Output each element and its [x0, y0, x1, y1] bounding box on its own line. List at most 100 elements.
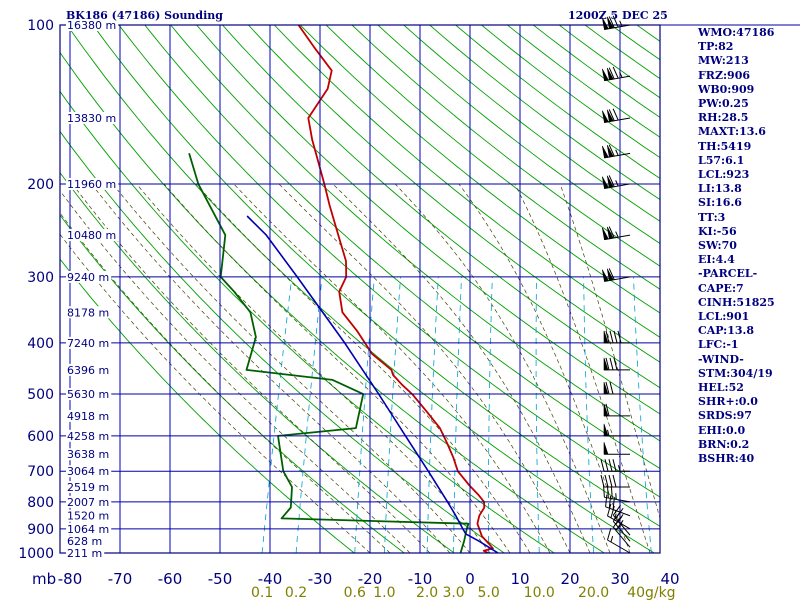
height-label-bg — [66, 522, 112, 535]
index-item: EHI:0.0 — [698, 423, 746, 437]
index-item: CAPE:7 — [698, 281, 744, 295]
pressure-axis: 100 200 300 400 500 600 700 800 900 1000 — [18, 18, 54, 562]
dry-adiabat-line — [60, 51, 605, 553]
mixing-ratio-label: 10.0 — [524, 585, 555, 600]
index-item: WMO:47186 — [698, 26, 775, 39]
height-label: 5630 m — [67, 388, 109, 401]
mixing-ratio-axis: 0.1 0.2 0.6 1.0 2.0 3.0 5.0 10.0 20.0 40g/kg — [251, 585, 676, 600]
index-item: TT:3 — [698, 210, 726, 224]
wind-barb — [603, 442, 630, 455]
moist-adiabat-line — [233, 183, 551, 553]
dry-adiabat-line — [144, 25, 660, 470]
height-label-bg — [66, 535, 105, 548]
dry-adiabat-line — [92, 25, 660, 527]
index-item: BSHR:40 — [698, 452, 755, 466]
index-item: CAP:13.8 — [698, 324, 755, 338]
dry-adiabat-line — [351, 25, 660, 267]
height-label: 211 m — [67, 547, 102, 560]
wind-barb — [602, 268, 631, 282]
wind-barb — [607, 527, 631, 554]
mixing-ratio-label: 0.1 — [251, 585, 273, 600]
mixing-ratio-line — [488, 276, 493, 553]
height-label-bg — [66, 229, 119, 242]
mixing-ratio-line — [535, 276, 540, 553]
temperature-tick-label: -50 — [208, 570, 233, 588]
height-label: 13830 m — [67, 112, 116, 125]
index-item: CINH:51825 — [698, 295, 775, 309]
moist-adiabat-line — [136, 183, 491, 553]
dry-adiabat-line — [299, 25, 660, 314]
height-label: 9240 m — [67, 271, 109, 284]
mixing-ratio-line — [633, 276, 652, 553]
index-item: SRDS:97 — [698, 409, 752, 423]
index-item: -PARCEL- — [698, 267, 758, 281]
mixing-ratio-label: 5.0 — [477, 585, 499, 600]
temperature-tick-label: 40 — [660, 570, 679, 588]
index-item: SHR+:0.0 — [698, 395, 758, 409]
index-item: FRZ:906 — [698, 68, 751, 82]
temperature-tick-label: -70 — [108, 570, 133, 588]
wind-barb — [603, 403, 630, 417]
mixing-ratio-line — [384, 276, 401, 553]
height-label: 2519 m — [67, 481, 109, 494]
index-item: PW:0.25 — [698, 97, 749, 111]
mixing-ratio-label: 3.0 — [442, 585, 464, 600]
height-label: 3064 m — [67, 465, 109, 478]
pressure-tick-label: 500 — [27, 387, 54, 403]
dry-adiabat-line — [60, 214, 405, 553]
dry-adiabat-line — [248, 25, 660, 363]
temperature-axis: mb -80 -70 -60 -50 -40 -30 -20 -10 0 10 20 30 40 — [32, 570, 680, 588]
height-label-bg — [66, 111, 119, 124]
pressure-tick-label: 700 — [27, 464, 54, 480]
height-label: 7240 m — [67, 337, 109, 350]
station-title: BK186 (47186) Sounding — [66, 9, 223, 22]
height-label: 11960 m — [67, 178, 116, 191]
temperature-tick-label: -60 — [158, 570, 183, 588]
height-label-bg — [66, 448, 112, 461]
pressure-tick-label: 1000 — [18, 546, 54, 562]
height-label: 16380 m — [67, 19, 116, 32]
height-label-bg — [66, 336, 112, 349]
index-item: KI:-56 — [698, 224, 737, 238]
index-item: L57:6.1 — [698, 153, 745, 167]
height-label: 6396 m — [67, 364, 109, 377]
wind-barb — [602, 15, 631, 31]
height-label: 4918 m — [67, 410, 109, 423]
y-axis-unit: mb — [32, 570, 56, 588]
mixing-ratio-line — [453, 276, 462, 553]
pressure-tick-label: 600 — [27, 429, 54, 445]
dry-adiabat-line — [196, 25, 660, 415]
index-item: MAXT:13.6 — [698, 125, 766, 139]
height-label-bg — [66, 409, 112, 422]
wind-barb — [603, 330, 630, 344]
wind-barb — [602, 175, 631, 189]
mixing-ratio-label: 0.6 — [344, 585, 366, 600]
index-item: STM:304/19 — [698, 366, 773, 380]
height-label-bg — [66, 270, 112, 283]
index-item: LCL:901 — [698, 310, 750, 324]
wind-barb — [600, 459, 630, 472]
temperature-tick-label: -20 — [358, 570, 383, 588]
dry-adiabat-line — [60, 258, 355, 553]
height-label: 628 m — [67, 535, 102, 548]
dry-adiabat-line — [60, 130, 505, 553]
height-label-bg — [66, 388, 112, 401]
index-item: -WIND- — [698, 352, 744, 366]
pressure-tick-label: 400 — [27, 336, 54, 352]
mixing-ratio-label: 0.2 — [285, 585, 307, 600]
temperature-tick-label: 0 — [465, 570, 475, 588]
mixing-ratio-label: 20.0 — [578, 585, 609, 600]
moist-adiabat-line — [163, 183, 511, 553]
index-item: WB0:909 — [698, 82, 755, 96]
height-label-bg — [66, 306, 112, 319]
parcel-line — [246, 215, 499, 553]
index-item: LI:13.8 — [698, 182, 742, 196]
dry-adiabat-line — [222, 25, 660, 389]
dry-adiabats — [60, 25, 660, 553]
wind-barb — [603, 423, 630, 437]
mixing-ratio-line — [426, 276, 439, 553]
height-label-bg — [66, 363, 112, 376]
wind-barb — [603, 484, 631, 503]
wind-barb — [602, 108, 631, 123]
